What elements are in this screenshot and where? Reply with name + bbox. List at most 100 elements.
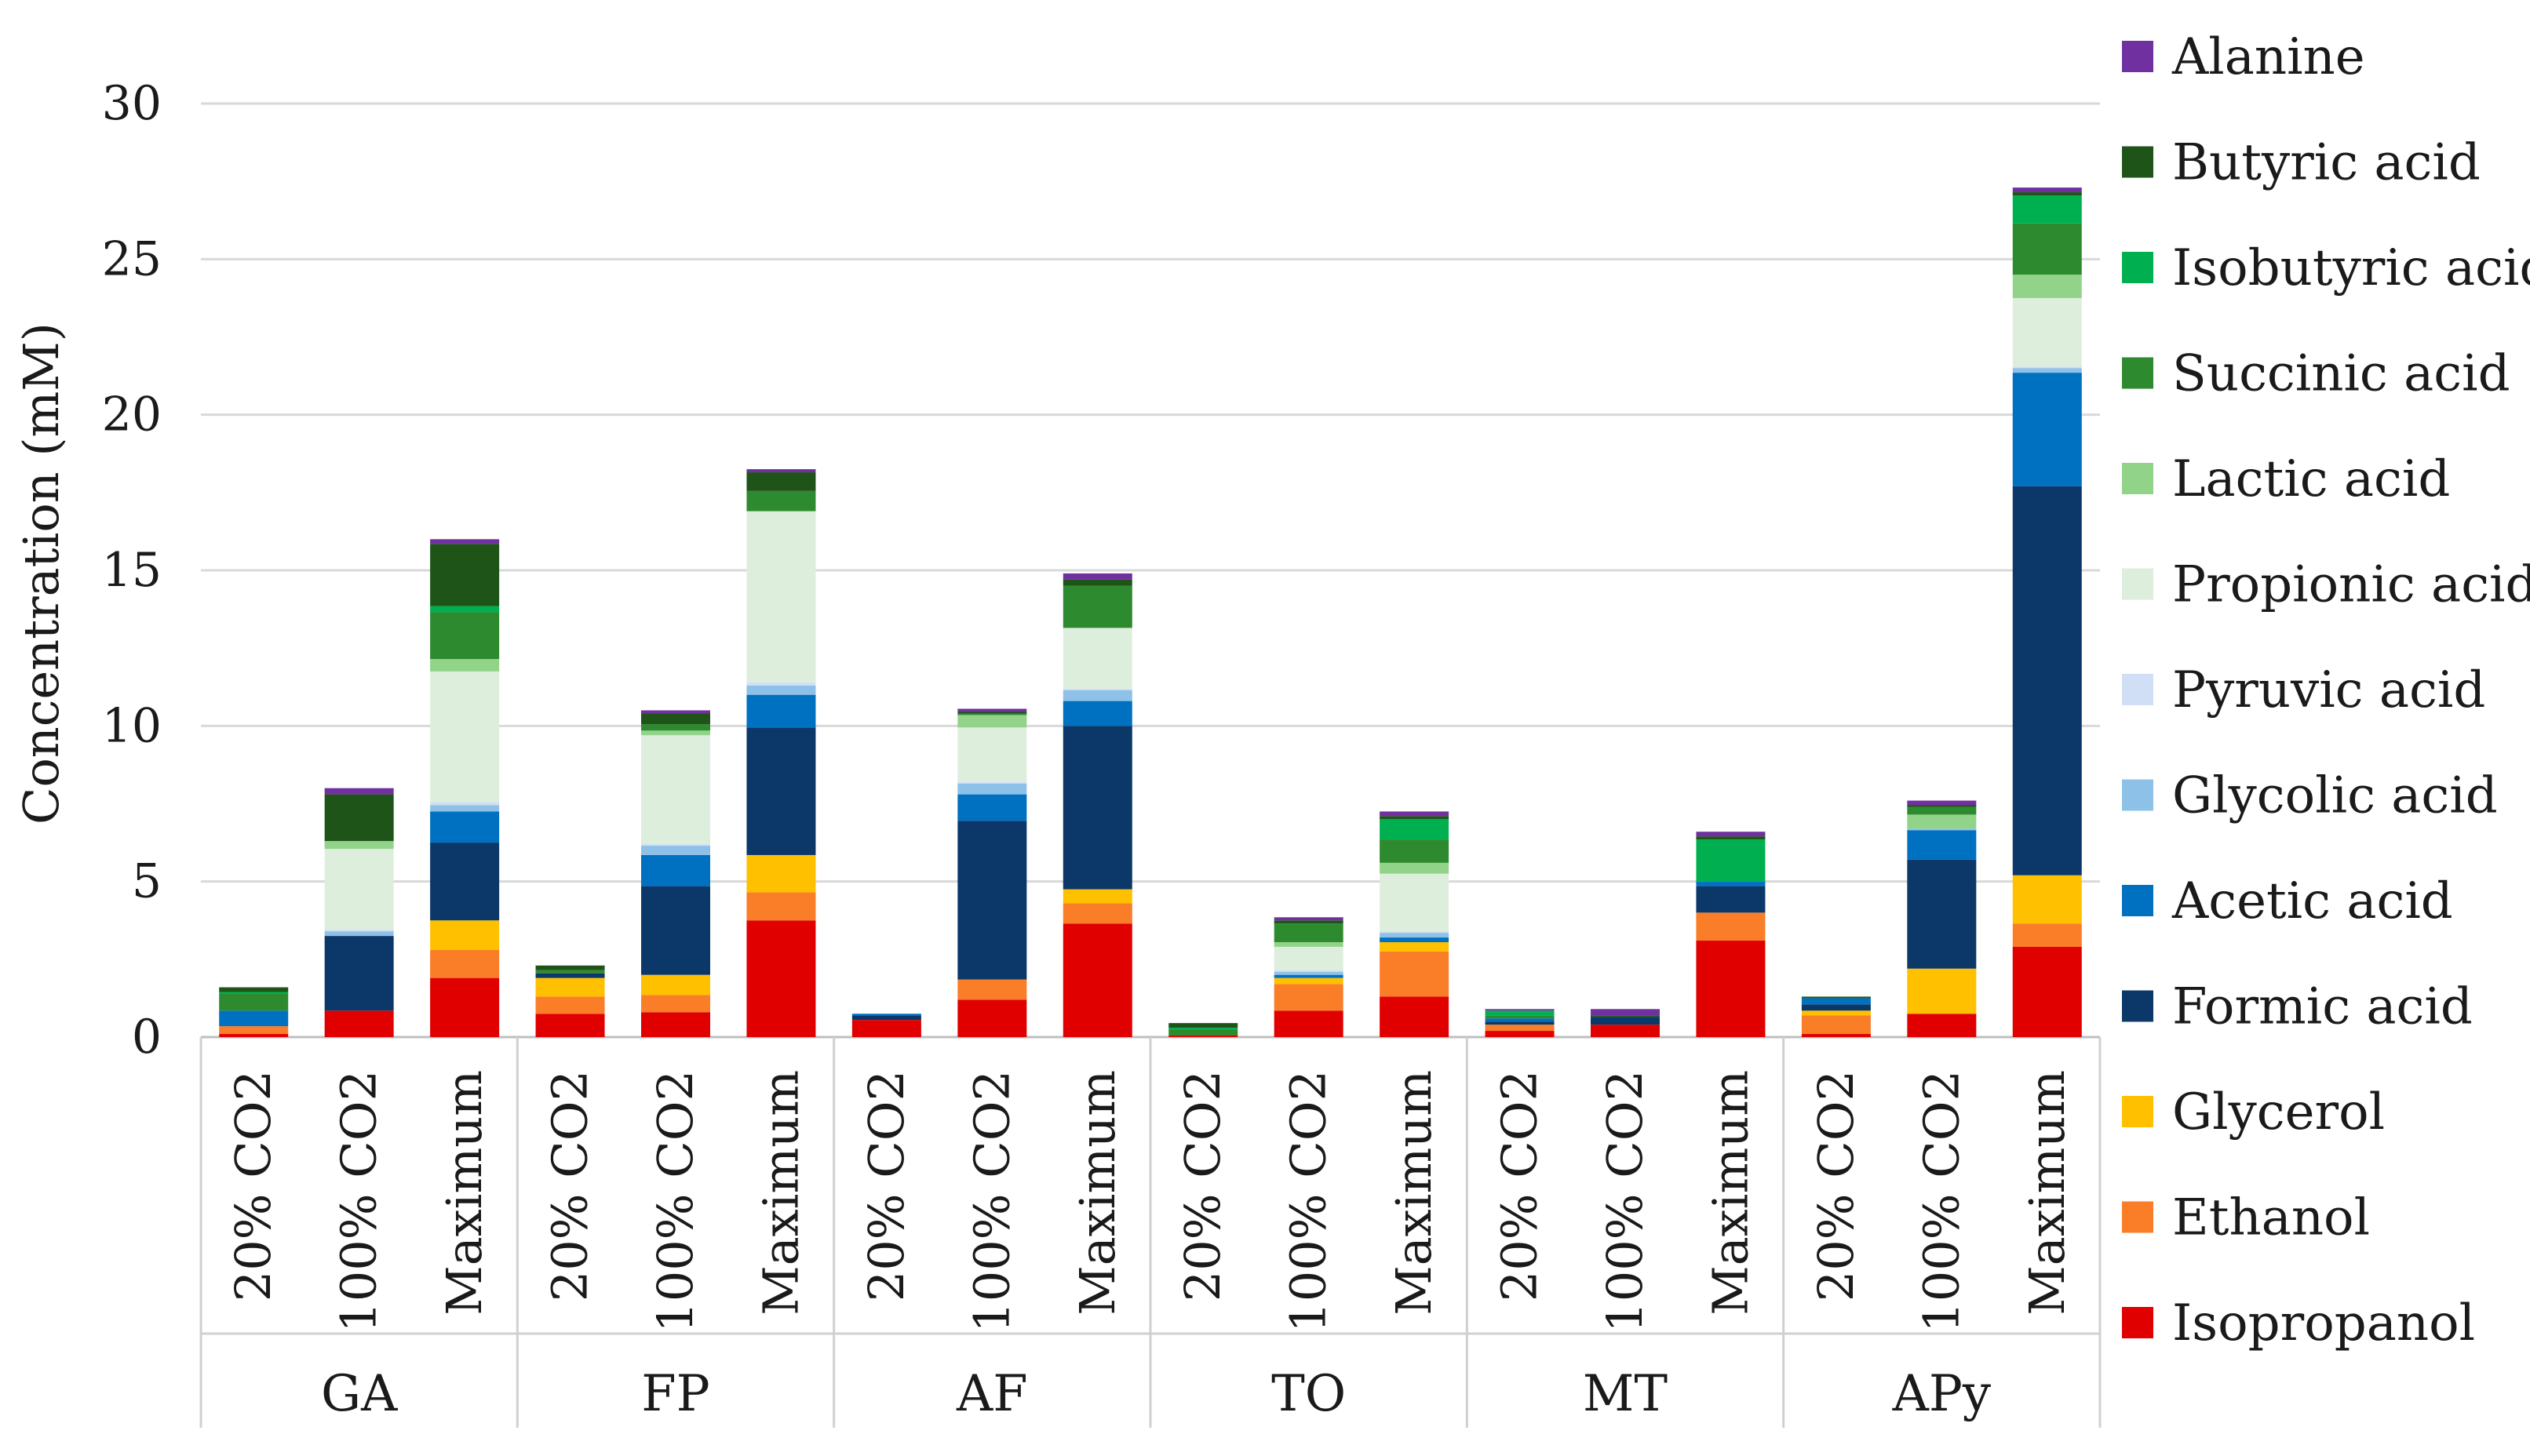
x-category-label: Maximum — [2018, 1070, 2076, 1316]
legend-swatch-isopropanol — [2122, 1307, 2153, 1338]
bar-mt-20-co2-acetic-acid — [1485, 1018, 1555, 1022]
bar-to-100-co2-acetic-acid — [1274, 974, 1343, 978]
bar-fp-20-co2-butyric-acid — [535, 965, 605, 970]
bar-fp-100-co2-alanine — [641, 710, 710, 714]
bar-ga-maximum-succinic-acid — [430, 612, 500, 660]
legend-swatch-pyruvic-acid — [2122, 674, 2153, 705]
x-category-label: Maximum — [436, 1070, 493, 1316]
legend-label-alanine: Alanine — [2171, 28, 2365, 86]
bar-apy-100-co2-formic-acid — [1907, 859, 1977, 969]
legend-label-formic-acid: Formic acid — [2172, 978, 2473, 1036]
bar-af-maximum-glycerol — [1063, 889, 1132, 904]
bar-af-maximum-isopropanol — [1063, 923, 1132, 1037]
bar-apy-100-co2-isopropanol — [1907, 1014, 1977, 1037]
bar-ga-maximum-alanine — [430, 539, 500, 544]
bar-mt-maximum-isopropanol — [1696, 941, 1766, 1037]
legend-swatch-glycolic-acid — [2122, 779, 2153, 811]
y-tick-label: 15 — [102, 543, 162, 598]
bar-af-100-co2-glycolic-acid — [957, 783, 1027, 795]
bar-to-maximum-succinic-acid — [1380, 839, 1449, 863]
x-category-label: Maximum — [1069, 1070, 1126, 1316]
legend-label-butyric-acid: Butyric acid — [2172, 134, 2481, 192]
bar-mt-20-co2-alanine — [1485, 1009, 1555, 1011]
legend-swatch-lactic-acid — [2122, 463, 2153, 494]
bar-apy-maximum-acetic-acid — [2012, 373, 2082, 486]
legend-swatch-butyric-acid — [2122, 146, 2153, 178]
bar-ga-maximum-lactic-acid — [430, 659, 500, 672]
bar-fp-100-co2-glycerol — [641, 974, 710, 996]
bar-apy-maximum-formic-acid — [2012, 486, 2082, 875]
x-group-label: TO — [1271, 1365, 1346, 1423]
bar-af-100-co2-lactic-acid — [957, 715, 1027, 728]
bar-af-100-co2-alanine — [957, 708, 1027, 712]
bar-ga-100-co2-isopropanol — [324, 1010, 394, 1037]
legend-label-isobutyric-acid: Isobutyric acid — [2172, 239, 2530, 297]
x-category-label: 100% CO2 — [647, 1070, 704, 1333]
bar-to-maximum-glycolic-acid — [1380, 933, 1449, 938]
bar-af-maximum-formic-acid — [1063, 726, 1132, 890]
bar-fp-20-co2-ethanol — [535, 996, 605, 1014]
bar-to-maximum-ethanol — [1380, 951, 1449, 997]
bar-ga-maximum-isopropanol — [430, 977, 500, 1037]
bar-to-100-co2-butyric-acid — [1274, 920, 1343, 924]
bar-to-20-co2-isobutyric-acid — [1168, 1028, 1238, 1030]
bar-fp-20-co2-succinic-acid — [535, 970, 605, 974]
bar-fp-100-co2-glycolic-acid — [641, 846, 710, 855]
bar-apy-maximum-butyric-acid — [2012, 192, 2082, 196]
bar-to-20-co2-succinic-acid — [1168, 1029, 1238, 1036]
legend-label-lactic-acid: Lactic acid — [2172, 450, 2450, 508]
bar-to-100-co2-isopropanol — [1274, 1010, 1343, 1037]
bar-fp-maximum-succinic-acid — [746, 490, 816, 511]
bar-ga-100-co2-lactic-acid — [324, 841, 394, 850]
bar-af-maximum-propionic-acid — [1063, 628, 1132, 689]
bar-apy-100-co2-lactic-acid — [1907, 814, 1977, 829]
bar-af-20-co2-acetic-acid — [851, 1014, 921, 1016]
bar-to-maximum-isobutyric-acid — [1380, 819, 1449, 840]
bar-mt-100-co2-isopropanol — [1591, 1025, 1660, 1037]
bar-mt-100-co2-formic-acid — [1591, 1017, 1660, 1025]
bar-apy-maximum-ethanol — [2012, 923, 2082, 947]
bar-apy-100-co2-glycerol — [1907, 968, 1977, 1014]
bar-mt-maximum-formic-acid — [1696, 886, 1766, 913]
x-category-label: 100% CO2 — [330, 1070, 388, 1333]
legend-swatch-propionic-acid — [2122, 568, 2153, 600]
bar-fp-100-co2-ethanol — [641, 995, 710, 1013]
legend-label-ethanol: Ethanol — [2172, 1189, 2370, 1247]
bar-ga-20-co2-succinic-acid — [219, 993, 289, 1011]
bar-ga-20-co2-acetic-acid — [219, 1010, 289, 1027]
bar-to-maximum-pyruvic-acid — [1380, 931, 1449, 934]
bar-af-100-co2-acetic-acid — [957, 794, 1027, 821]
bar-apy-20-co2-isopropanol — [1801, 1034, 1871, 1037]
bar-af-maximum-ethanol — [1063, 903, 1132, 924]
bar-fp-maximum-alanine — [746, 469, 816, 473]
bar-fp-maximum-glycerol — [746, 854, 816, 893]
bar-mt-maximum-butyric-acid — [1696, 836, 1766, 840]
y-tick-label: 10 — [102, 698, 162, 753]
bar-fp-maximum-ethanol — [746, 892, 816, 921]
bar-apy-100-co2-glycolic-acid — [1907, 828, 1977, 831]
x-category-label: 20% CO2 — [1491, 1070, 1548, 1301]
bar-mt-maximum-isobutyric-acid — [1696, 839, 1766, 882]
bar-fp-100-co2-isopropanol — [641, 1012, 710, 1037]
bar-apy-20-co2-acetic-acid — [1801, 998, 1871, 1005]
bar-ga-maximum-propionic-acid — [430, 671, 500, 803]
x-category-label: Maximum — [1385, 1070, 1442, 1316]
bar-apy-100-co2-butyric-acid — [1907, 805, 1977, 807]
bar-mt-20-co2-formic-acid — [1485, 1021, 1555, 1025]
x-group-label: MT — [1583, 1365, 1668, 1423]
bar-apy-maximum-alanine — [2012, 187, 2082, 193]
bar-to-100-co2-glycerol — [1274, 977, 1343, 985]
y-tick-label: 30 — [102, 76, 162, 131]
bar-mt-maximum-acetic-acid — [1696, 881, 1766, 886]
bar-to-maximum-glycerol — [1380, 942, 1449, 952]
legend-label-pyruvic-acid: Pyruvic acid — [2172, 661, 2485, 719]
legend-label-glycolic-acid: Glycolic acid — [2172, 767, 2498, 825]
bar-ga-maximum-acetic-acid — [430, 811, 500, 843]
bar-af-100-co2-formic-acid — [957, 821, 1027, 980]
bar-ga-100-co2-propionic-acid — [324, 849, 394, 930]
bar-mt-100-co2-alanine — [1591, 1009, 1660, 1016]
y-tick-label: 0 — [132, 1010, 162, 1065]
bar-ga-maximum-isobutyric-acid — [430, 606, 500, 613]
bar-ga-maximum-glycerol — [430, 920, 500, 950]
